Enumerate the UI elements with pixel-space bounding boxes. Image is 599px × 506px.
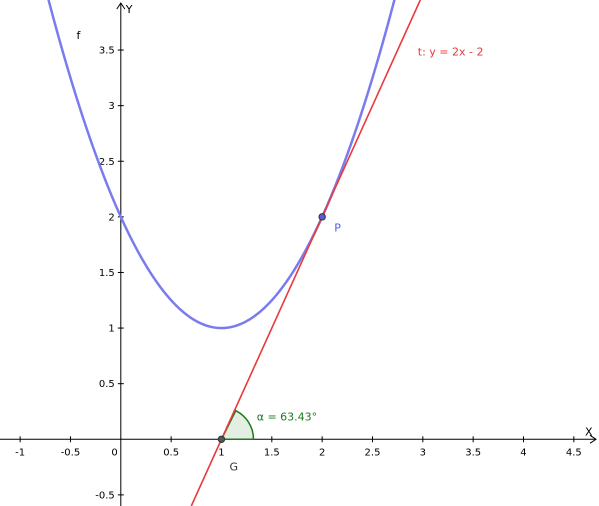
y-tick-label: 1 <box>108 324 114 335</box>
x-tick-label: 3 <box>420 447 426 458</box>
y-tick-label: 1.5 <box>99 268 115 279</box>
series-t-label: t: y = 2x - 2 <box>418 46 484 59</box>
x-tick-label: 4 <box>520 447 526 458</box>
angle-label: α = 63.43° <box>257 410 317 423</box>
y-tick-label: 3 <box>108 101 114 112</box>
x-tick-label: 2 <box>319 447 325 458</box>
point-g-label: G <box>230 460 239 473</box>
x-tick-label: 0 <box>111 447 117 458</box>
x-tick-label: -0.5 <box>61 447 81 458</box>
x-tick-label: 1 <box>218 447 224 458</box>
x-tick-label: 2.5 <box>365 447 381 458</box>
series-f-curve[interactable] <box>35 0 408 330</box>
y-tick-label: 0.5 <box>99 379 115 390</box>
x-axis-label: X <box>585 425 593 438</box>
angle-sector[interactable] <box>220 409 255 441</box>
y-tick-label: -0.5 <box>95 490 115 501</box>
y-tick-label: 2 <box>108 212 114 223</box>
point-g[interactable] <box>217 435 226 443</box>
series-t-line[interactable] <box>190 0 422 506</box>
x-axis-arrow-icon <box>589 434 597 444</box>
x-tick-label: 4.5 <box>566 447 582 458</box>
series-f-label: f <box>77 29 82 42</box>
x-tick-label: 3.5 <box>465 447 481 458</box>
point-p[interactable] <box>318 213 326 221</box>
y-axis-label: Y <box>125 3 133 16</box>
x-tick-label: -1 <box>15 447 25 458</box>
x-ticks: -1 -0.5 0 0.5 1 1.5 2 2.5 3 3.5 4 4.5 <box>15 436 582 458</box>
y-tick-label: 3.5 <box>99 46 115 57</box>
x-tick-label: 0.5 <box>163 447 179 458</box>
point-p-label: P <box>334 221 341 234</box>
y-tick-label: 2.5 <box>99 157 115 168</box>
x-tick-label: 1.5 <box>264 447 280 458</box>
y-axis-arrow-icon <box>116 2 126 10</box>
angle-marker <box>220 409 255 441</box>
y-ticks: -0.5 0.5 1 1.5 2 2.5 3 3.5 <box>95 46 124 501</box>
